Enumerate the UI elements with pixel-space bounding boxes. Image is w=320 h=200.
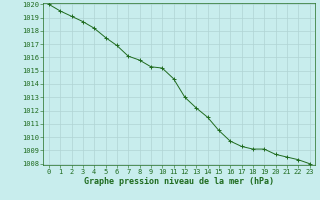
X-axis label: Graphe pression niveau de la mer (hPa): Graphe pression niveau de la mer (hPa) xyxy=(84,177,274,186)
